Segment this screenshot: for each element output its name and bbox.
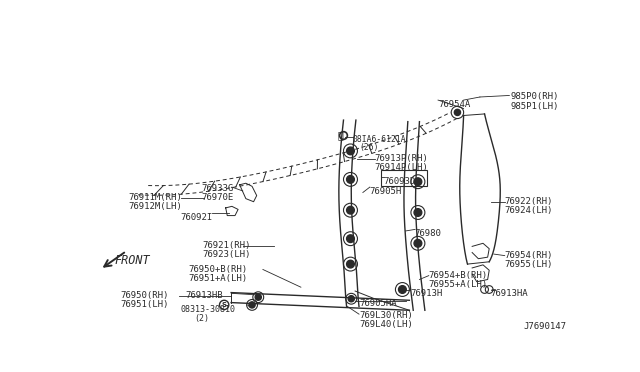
Text: 76912M(LH): 76912M(LH) (128, 202, 182, 212)
Text: 76951(LH): 76951(LH) (120, 300, 169, 309)
Circle shape (249, 302, 255, 308)
Text: 76913P(RH): 76913P(RH) (374, 154, 428, 163)
Text: 76913HB: 76913HB (186, 291, 223, 300)
Text: 76954+B(RH): 76954+B(RH) (429, 271, 488, 280)
Circle shape (347, 260, 355, 268)
Text: 76951+A(LH): 76951+A(LH) (189, 274, 248, 283)
Text: 769L40(LH): 769L40(LH) (359, 320, 413, 329)
Text: 76911M(RH): 76911M(RH) (128, 193, 182, 202)
Text: J7690147: J7690147 (524, 322, 566, 331)
Text: FRONT: FRONT (114, 254, 150, 267)
Text: 76905H: 76905H (370, 187, 402, 196)
Circle shape (414, 209, 422, 217)
Circle shape (454, 109, 461, 115)
Circle shape (399, 286, 406, 294)
Circle shape (414, 178, 422, 186)
Circle shape (347, 147, 355, 155)
Text: 08313-30810: 08313-30810 (180, 305, 236, 314)
Bar (381, 170, 428, 186)
Text: 985P1(LH): 985P1(LH) (510, 102, 559, 110)
Circle shape (347, 235, 355, 243)
Circle shape (414, 240, 422, 247)
Text: 76093D: 76093D (384, 177, 416, 186)
Text: S: S (221, 302, 227, 308)
Text: 76924(LH): 76924(LH) (505, 206, 553, 215)
Text: 76914P(LH): 76914P(LH) (374, 163, 428, 172)
Text: 76955+A(LH): 76955+A(LH) (429, 280, 488, 289)
Text: 76955(LH): 76955(LH) (505, 260, 553, 269)
Circle shape (348, 296, 355, 302)
Text: 76923(LH): 76923(LH) (202, 250, 251, 259)
Text: 76980: 76980 (415, 230, 442, 238)
Text: (2): (2) (195, 314, 210, 323)
Text: 76913HA: 76913HA (491, 289, 529, 298)
Text: Ⓜ: Ⓜ (337, 131, 343, 141)
Text: (26): (26) (359, 143, 378, 152)
Text: 76913H: 76913H (410, 289, 442, 298)
Circle shape (347, 206, 355, 214)
Text: 76905HA: 76905HA (359, 299, 397, 308)
Text: 76954(RH): 76954(RH) (505, 251, 553, 260)
Text: 76922(RH): 76922(RH) (505, 197, 553, 206)
Text: 76921(RH): 76921(RH) (202, 241, 251, 250)
Text: 76933G: 76933G (201, 184, 233, 193)
Text: 76954A: 76954A (438, 100, 470, 109)
Text: 76950(RH): 76950(RH) (120, 291, 169, 300)
Circle shape (347, 176, 355, 183)
Text: 76970E: 76970E (201, 193, 233, 202)
Text: 985P0(RH): 985P0(RH) (510, 92, 559, 102)
Circle shape (255, 294, 261, 300)
Text: 769L30(RH): 769L30(RH) (359, 311, 413, 320)
Text: 08IA6-6121A: 08IA6-6121A (353, 135, 406, 144)
Text: 76950+B(RH): 76950+B(RH) (189, 265, 248, 274)
Text: 76092I: 76092I (180, 212, 213, 221)
